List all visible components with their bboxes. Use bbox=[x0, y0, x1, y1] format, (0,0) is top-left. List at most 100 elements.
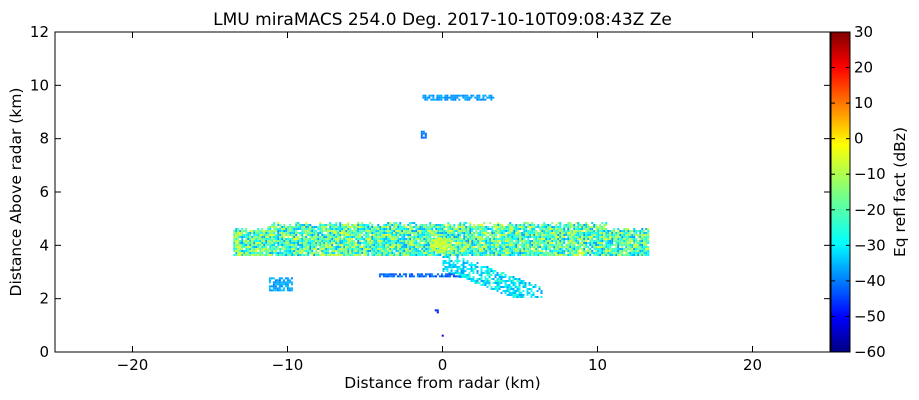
echo-cell bbox=[533, 228, 536, 230]
echo-cell bbox=[391, 244, 394, 246]
echo-cell bbox=[495, 242, 498, 244]
echo-cell bbox=[639, 238, 642, 240]
echo-cell bbox=[489, 234, 492, 236]
echo-cell bbox=[581, 254, 584, 256]
echo-cell bbox=[459, 248, 462, 250]
echo-cell bbox=[531, 236, 534, 238]
echo-cell bbox=[468, 276, 471, 278]
echo-cell bbox=[419, 224, 422, 226]
echo-cell bbox=[647, 232, 650, 234]
colorbar-label: Eq refl fact (dBz) bbox=[891, 127, 909, 257]
echo-cell bbox=[561, 242, 564, 244]
echo-cell bbox=[516, 278, 519, 280]
echo-cell bbox=[283, 236, 286, 238]
echo-cell bbox=[281, 246, 284, 248]
echo-cell bbox=[273, 226, 276, 228]
echo-cell bbox=[559, 252, 562, 254]
echo-cell bbox=[643, 234, 646, 236]
echo-cell bbox=[239, 232, 242, 234]
echo-cell bbox=[443, 234, 446, 236]
echo-cell bbox=[501, 230, 504, 232]
echo-cell bbox=[237, 250, 240, 252]
echo-cell bbox=[363, 248, 366, 250]
echo-cell bbox=[583, 240, 586, 242]
echo-cell bbox=[567, 232, 570, 234]
echo-cell bbox=[297, 224, 300, 226]
echo-cell bbox=[445, 252, 448, 254]
echo-cell bbox=[645, 240, 648, 242]
echo-cell bbox=[309, 232, 312, 234]
echo-cell bbox=[243, 246, 246, 248]
echo-cell bbox=[423, 224, 426, 226]
echo-cell bbox=[430, 275, 433, 278]
echo-cell bbox=[501, 224, 504, 226]
echo-cell bbox=[454, 260, 457, 262]
echo-cell bbox=[345, 246, 348, 248]
echo-cell bbox=[253, 242, 256, 244]
echo-cell bbox=[551, 230, 554, 232]
echo-cell bbox=[385, 246, 388, 248]
echo-cell bbox=[451, 236, 454, 238]
echo-cell bbox=[233, 230, 236, 232]
echo-cell bbox=[521, 226, 524, 228]
echo-cell bbox=[281, 248, 284, 250]
echo-cell bbox=[265, 230, 268, 232]
echo-cell bbox=[365, 252, 368, 254]
echo-cell bbox=[523, 252, 526, 254]
echo-cell bbox=[284, 277, 287, 280]
echo-cell bbox=[519, 248, 522, 250]
echo-cell bbox=[403, 228, 406, 230]
echo-cell bbox=[437, 232, 440, 234]
echo-cell bbox=[271, 250, 274, 252]
echo-cell bbox=[480, 276, 483, 278]
echo-cell bbox=[417, 234, 420, 236]
echo-cell bbox=[323, 240, 326, 242]
echo-cell bbox=[511, 236, 514, 238]
echo-cell bbox=[247, 254, 250, 256]
echo-cell bbox=[514, 286, 517, 288]
echo-cell bbox=[327, 240, 330, 242]
echo-cell bbox=[436, 96, 439, 99]
echo-cell bbox=[337, 230, 340, 232]
echo-cell bbox=[288, 287, 291, 290]
echo-cell bbox=[419, 228, 422, 230]
echo-cell bbox=[575, 246, 578, 248]
echo-cell bbox=[540, 296, 543, 298]
echo-cell bbox=[381, 232, 384, 234]
echo-cell bbox=[329, 244, 332, 246]
echo-cell bbox=[407, 232, 410, 234]
echo-cell bbox=[523, 236, 526, 238]
echo-cell bbox=[575, 230, 578, 232]
echo-cell bbox=[425, 244, 428, 246]
echo-cell bbox=[279, 228, 282, 230]
echo-cell bbox=[433, 234, 436, 236]
echo-cell bbox=[456, 260, 459, 262]
echo-cell bbox=[533, 230, 536, 232]
echo-cell bbox=[301, 224, 304, 226]
echo-cell bbox=[457, 246, 460, 248]
echo-cell bbox=[535, 238, 538, 240]
echo-cell bbox=[541, 246, 544, 248]
echo-cell bbox=[420, 132, 423, 135]
echo-cell bbox=[512, 290, 515, 292]
echo-cell bbox=[341, 234, 344, 236]
echo-cell bbox=[333, 240, 336, 242]
echo-cell bbox=[455, 228, 458, 230]
echo-cell bbox=[454, 275, 457, 278]
echo-cell bbox=[383, 246, 386, 248]
x-axis: −20 −10 0 10 20 bbox=[117, 32, 762, 374]
echo-cell bbox=[285, 244, 288, 246]
echo-cell bbox=[549, 246, 552, 248]
echo-cell bbox=[391, 228, 394, 230]
echo-cell bbox=[317, 226, 320, 228]
echo-cell bbox=[270, 285, 273, 288]
echo-cell bbox=[450, 264, 453, 266]
echo-cell bbox=[611, 250, 614, 252]
echo-cell bbox=[237, 242, 240, 244]
x-tick-label: 10 bbox=[588, 356, 607, 374]
echo-cell bbox=[367, 230, 370, 232]
echo-cell bbox=[591, 222, 594, 224]
echo-cell bbox=[387, 224, 390, 226]
echo-cell bbox=[516, 280, 519, 282]
echo-cell bbox=[573, 234, 576, 236]
